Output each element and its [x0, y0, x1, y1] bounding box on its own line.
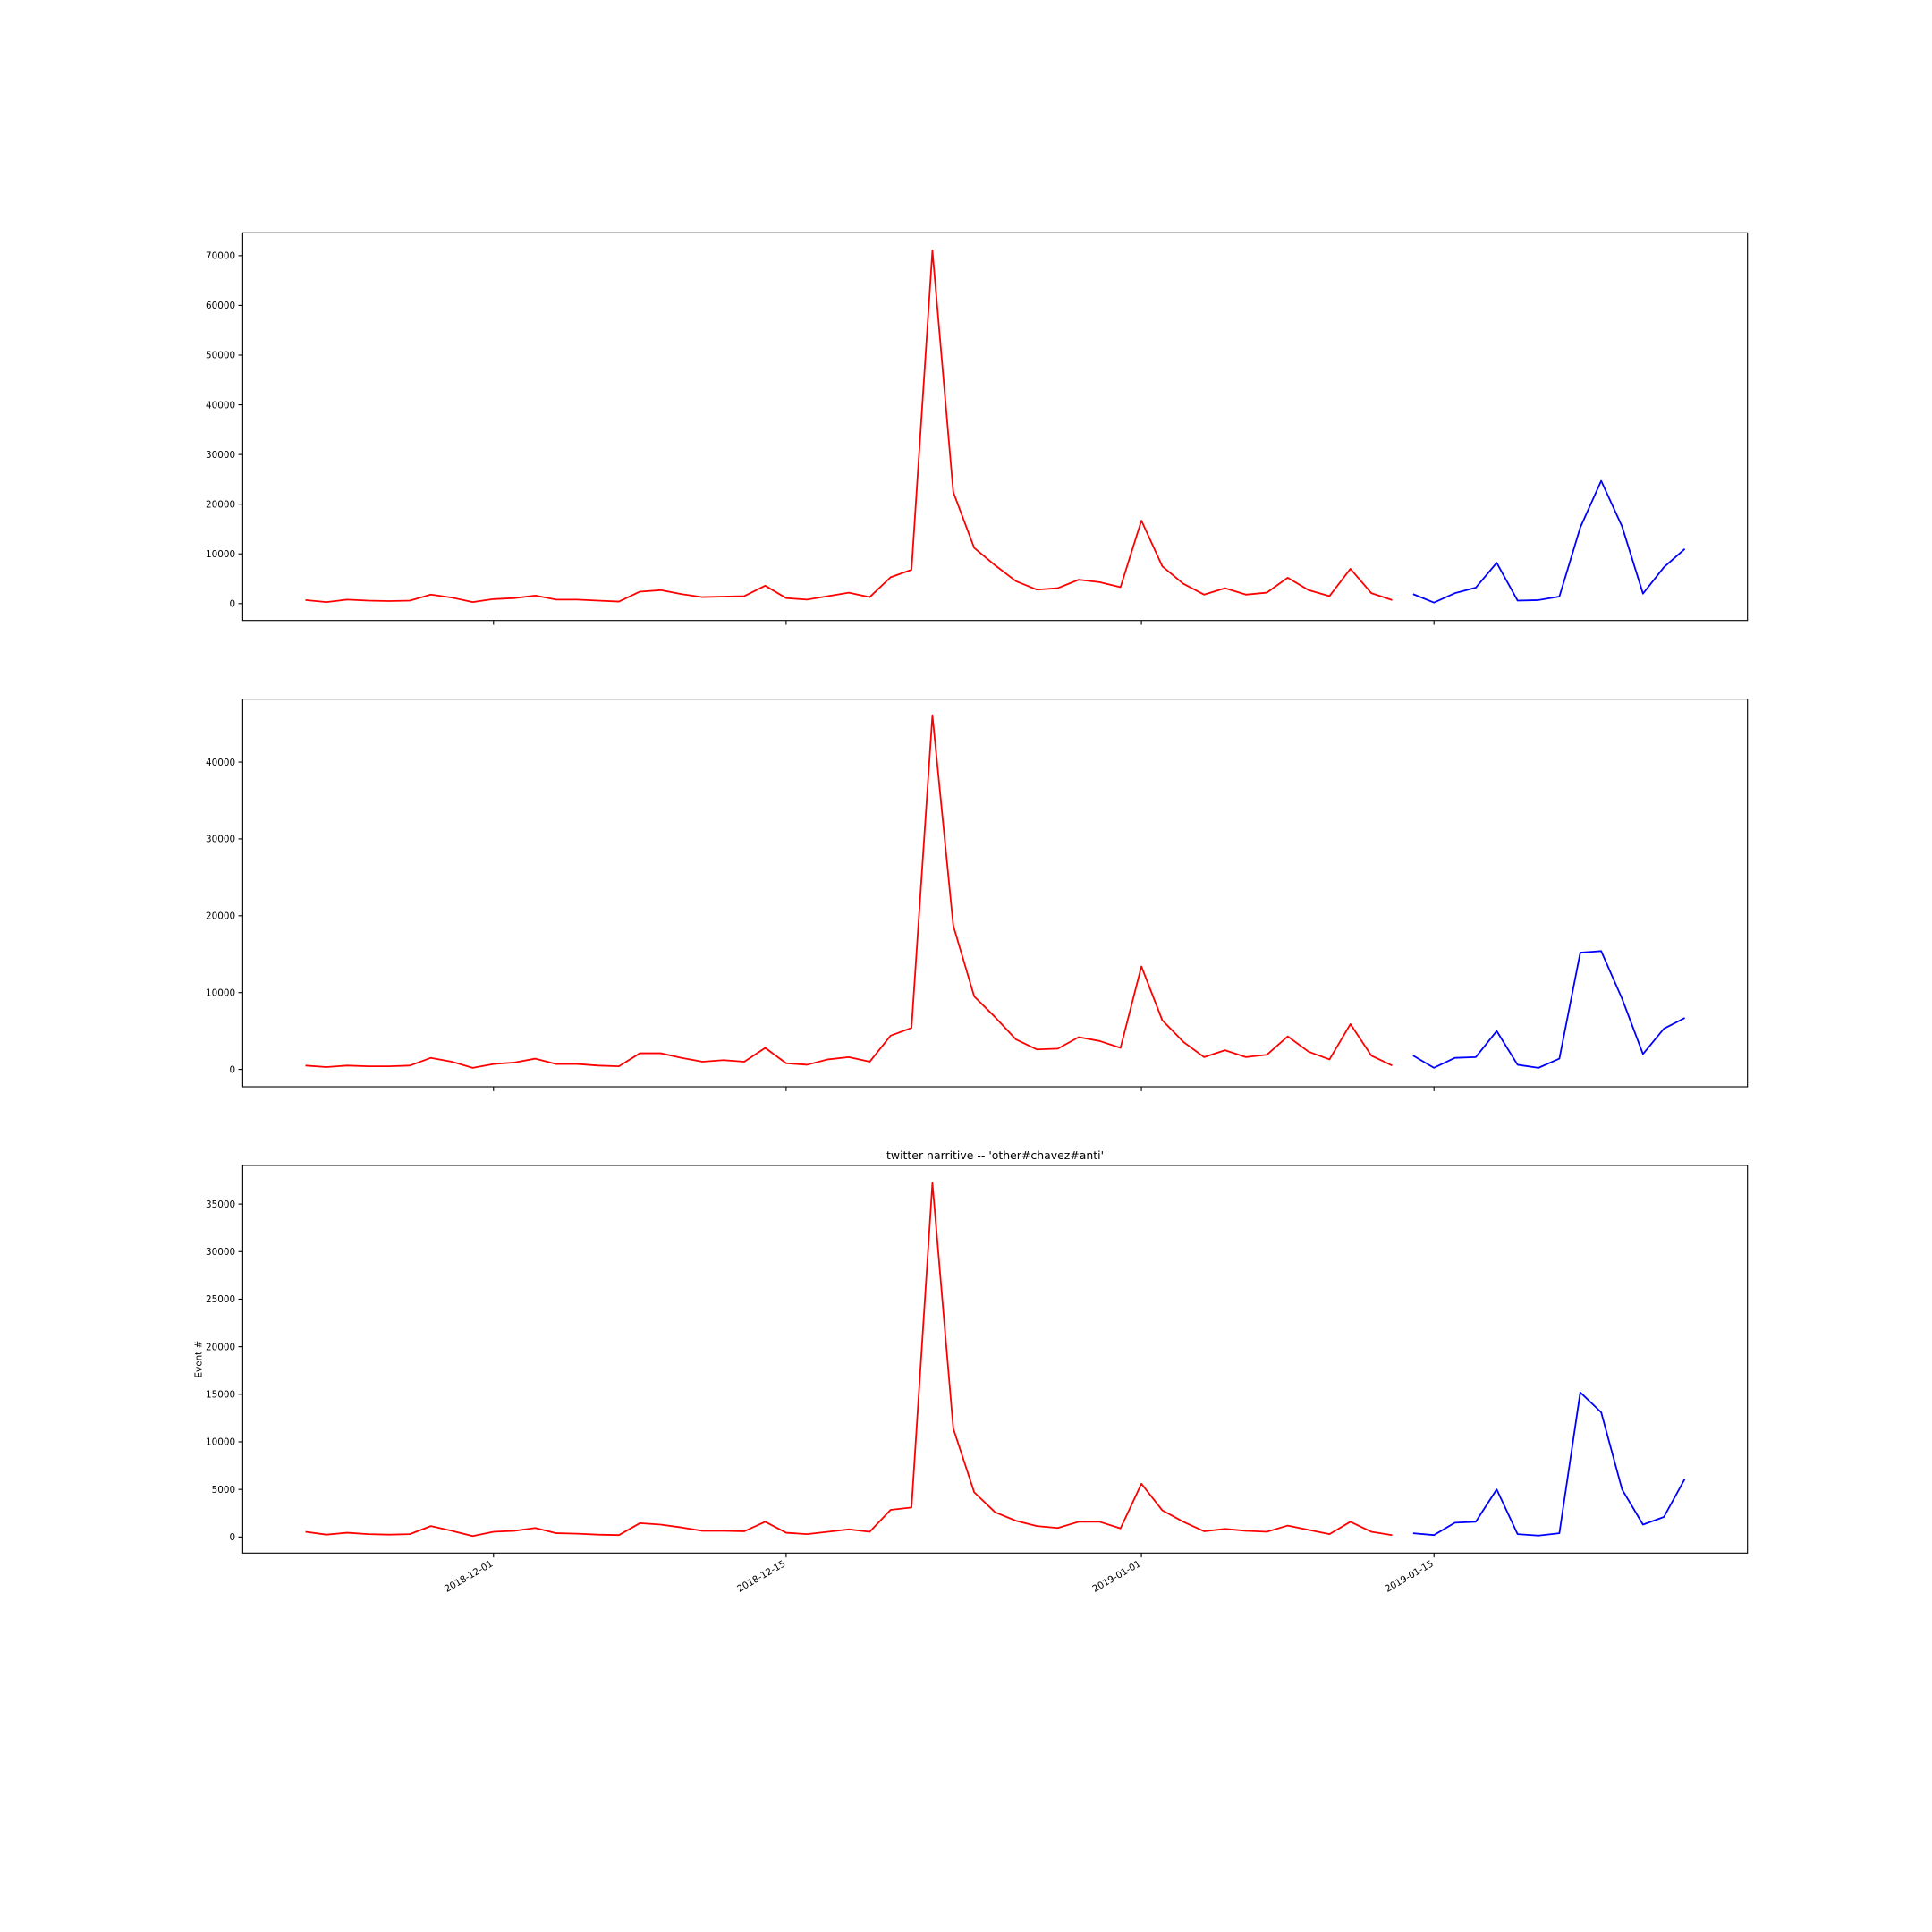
y-tick-label: 0 — [229, 1064, 235, 1075]
data-line — [305, 714, 1393, 1069]
data-line — [305, 250, 1393, 604]
y-tick-label: 20000 — [206, 1342, 235, 1352]
y-tick-label: 5000 — [212, 1485, 235, 1496]
chart-title: twitter narritive -- 'other#chavez#anti' — [886, 1148, 1104, 1162]
y-tick-label: 10000 — [206, 549, 235, 560]
y-tick-label: 10000 — [206, 987, 235, 998]
y-tick-label: 30000 — [206, 450, 235, 461]
y-tick-label: 0 — [229, 599, 235, 610]
x-tick-label: 2018-12-15 — [735, 1558, 787, 1595]
y-tick-label: 70000 — [206, 251, 235, 262]
y-tick-label: 40000 — [206, 758, 235, 768]
y-tick-label: 25000 — [206, 1294, 235, 1305]
y-tick-label: 20000 — [206, 911, 235, 922]
data-line — [1412, 1391, 1686, 1537]
x-tick-label: 2019-01-01 — [1090, 1558, 1142, 1595]
data-line — [1412, 950, 1686, 1069]
y-tick-label: 35000 — [206, 1199, 235, 1210]
plot-frame — [242, 232, 1749, 622]
y-tick-label: 10000 — [206, 1437, 235, 1448]
y-tick-label: 50000 — [206, 351, 235, 361]
plot-frame — [242, 1165, 1749, 1554]
y-tick-label: 0 — [229, 1532, 235, 1543]
y-axis-label: Event # — [194, 1341, 205, 1378]
y-tick-label: 40000 — [206, 400, 235, 411]
data-line — [1412, 479, 1686, 604]
y-tick-label: 30000 — [206, 835, 235, 845]
x-tick-label: 2019-01-15 — [1383, 1558, 1435, 1595]
y-tick-label: 30000 — [206, 1247, 235, 1258]
y-tick-label: 20000 — [206, 499, 235, 510]
y-tick-label: 15000 — [206, 1390, 235, 1401]
y-tick-label: 60000 — [206, 301, 235, 311]
data-line — [305, 1182, 1393, 1538]
plot-frame — [242, 699, 1749, 1088]
x-tick-label: 2018-12-01 — [443, 1558, 495, 1595]
